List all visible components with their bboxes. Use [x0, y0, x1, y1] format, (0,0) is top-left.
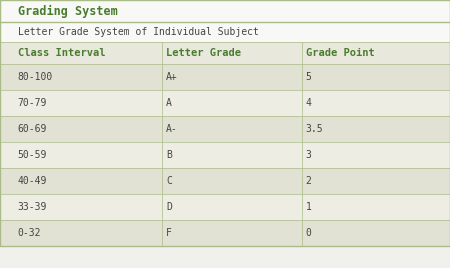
Bar [0, 142, 450, 168]
Text: 2: 2 [306, 176, 311, 186]
Text: 60-69: 60-69 [18, 124, 47, 134]
Text: Letter Grade System of Individual Subject: Letter Grade System of Individual Subjec… [18, 27, 258, 37]
Text: 3.5: 3.5 [306, 124, 323, 134]
Bar [0, 168, 450, 194]
Text: 0-32: 0-32 [18, 228, 41, 238]
Text: Grade Point: Grade Point [306, 48, 374, 58]
Text: 50-59: 50-59 [18, 150, 47, 160]
Text: D: D [166, 202, 172, 212]
Text: 3: 3 [306, 150, 311, 160]
Text: Class Interval: Class Interval [18, 48, 105, 58]
Text: A-: A- [166, 124, 178, 134]
Text: Grading System: Grading System [18, 5, 117, 17]
Bar [0, 22, 450, 42]
Text: A: A [166, 98, 172, 108]
Text: 0: 0 [306, 228, 311, 238]
Bar [0, 90, 450, 116]
Text: 80-100: 80-100 [18, 72, 53, 82]
Text: C: C [166, 176, 172, 186]
Bar [0, 64, 450, 90]
Text: 4: 4 [306, 98, 311, 108]
Text: 1: 1 [306, 202, 311, 212]
Text: 70-79: 70-79 [18, 98, 47, 108]
Text: B: B [166, 150, 172, 160]
Bar [0, 220, 450, 246]
Text: 40-49: 40-49 [18, 176, 47, 186]
Text: 33-39: 33-39 [18, 202, 47, 212]
Text: 5: 5 [306, 72, 311, 82]
Text: F: F [166, 228, 172, 238]
Bar [0, 42, 450, 64]
Bar [0, 0, 450, 22]
Bar [0, 194, 450, 220]
Bar [0, 116, 450, 142]
Text: Letter Grade: Letter Grade [166, 48, 241, 58]
Text: A+: A+ [166, 72, 178, 82]
